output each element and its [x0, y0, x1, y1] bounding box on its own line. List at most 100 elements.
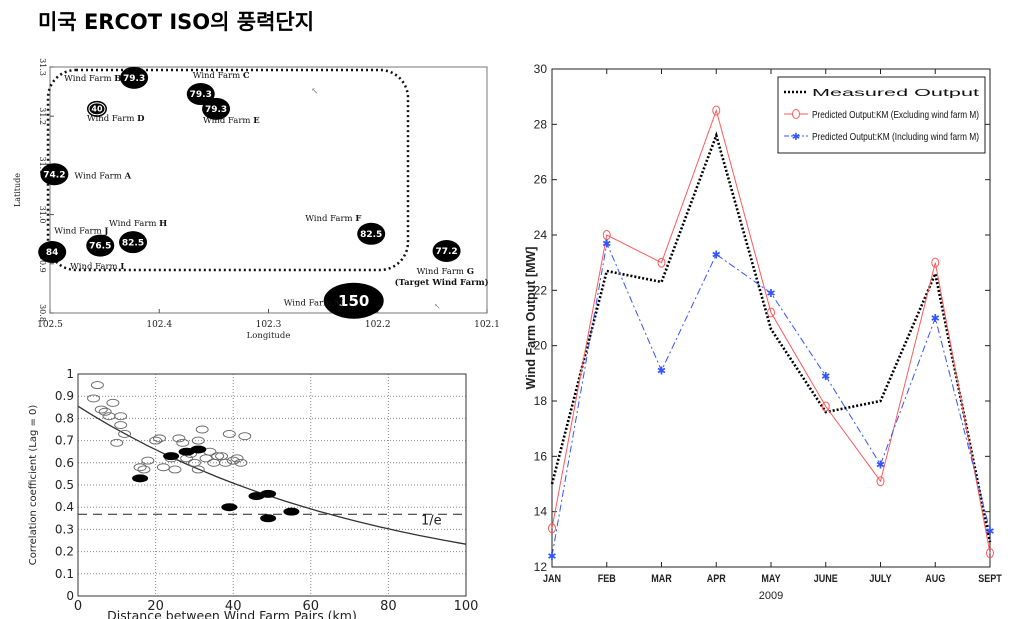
- wind-farm-capacity: 79.3: [205, 105, 227, 115]
- wind-farm-bubble: [120, 66, 149, 89]
- wind-farm-bubble: [119, 231, 148, 254]
- wind-farm-name: Wind Farm C: [193, 71, 250, 81]
- filled-point: [221, 503, 238, 512]
- y-tick-label: 18: [534, 394, 548, 408]
- open-point: [176, 438, 190, 447]
- series-marker-star: ✱: [766, 288, 775, 300]
- x-tick-label: JULY: [869, 573, 891, 585]
- y-axis-label: Wind Farm Output [MW]: [524, 247, 538, 390]
- legend-box: [777, 76, 986, 154]
- x-tick-label: MAR: [651, 573, 672, 585]
- wind-farm-bubble-ring: [88, 102, 106, 116]
- series-marker-circle: [657, 257, 666, 268]
- y-tick-label: 30: [534, 62, 548, 76]
- legend-entry: Predicted Output:KM (Excluding wind farm…: [812, 109, 979, 121]
- open-point: [114, 412, 128, 421]
- open-point: [238, 432, 252, 441]
- y-tick-label: 22: [534, 283, 548, 297]
- y-axis-label: Latitude: [13, 173, 22, 207]
- x-axis-label: Distance between Wind Farm Pairs (km): [107, 608, 357, 619]
- x-tick-label: 0: [74, 599, 82, 614]
- open-point: [94, 405, 108, 414]
- wind-farm-name: Wind Farm D: [87, 114, 145, 124]
- x-tick-label: AUG: [925, 573, 945, 585]
- open-point: [141, 456, 155, 465]
- wind-farm-marker: 77.2 Wind Farm G: [417, 240, 474, 277]
- wind-farm-capacity: 40: [91, 105, 103, 114]
- series-line: [550, 131, 992, 543]
- open-point: [199, 454, 213, 463]
- wind-farm-bubble: [86, 100, 107, 117]
- series-marker-star: ✱: [547, 551, 556, 563]
- wind-farm-bubble: [202, 97, 231, 120]
- series-marker-star: ✱: [821, 371, 830, 383]
- series-marker-circle: [986, 548, 994, 559]
- series-marker-circle: [767, 307, 775, 318]
- x-tick-label: APR: [707, 573, 727, 585]
- wind-farm-bubble: [186, 83, 215, 106]
- series-marker-circle: [712, 105, 721, 116]
- series-marker-star: ✱: [931, 313, 940, 325]
- open-point: [156, 463, 170, 472]
- y-tick-label: 0.5: [55, 478, 74, 492]
- x-tick-label: 40: [225, 599, 242, 614]
- filled-point: [283, 507, 300, 516]
- open-point: [102, 412, 116, 421]
- open-point: [230, 454, 244, 463]
- open-point: [211, 452, 225, 461]
- y-tick-label: 14: [534, 505, 548, 519]
- y-tick-label: 0.9: [55, 389, 74, 403]
- wind-farm-name: Wind Farm E: [203, 116, 260, 126]
- y-tick-label: 0.3: [55, 522, 74, 536]
- wind-farm-bubble: [86, 234, 115, 257]
- wind-farm-capacity: 77.2: [435, 247, 457, 257]
- open-point: [110, 438, 124, 447]
- wind-farm-capacity: 82.5: [360, 230, 382, 240]
- open-point: [226, 456, 240, 465]
- y-tick-label: 0.6: [55, 456, 74, 470]
- x-tick-label: 20: [147, 599, 164, 614]
- open-point: [133, 463, 147, 472]
- reference-line-label: 1/e: [421, 513, 442, 528]
- cursor-mark: ↖: [311, 87, 319, 97]
- x-tick-label: 102.3: [256, 320, 282, 330]
- y-tick-label: 0: [66, 589, 74, 603]
- open-point: [168, 465, 182, 474]
- y-tick-label: 30.9: [38, 255, 47, 273]
- wind-farm-name: Wind Farm G: [417, 267, 474, 277]
- x-tick-label: 102.5: [37, 320, 63, 330]
- y-tick-label: 31.0: [38, 206, 47, 224]
- wind-farm-capacity: 79.3: [123, 74, 145, 84]
- y-axis-label: Correlation coefficient (Lag = 0): [28, 405, 39, 566]
- page-title: 미국 ERCOT ISO의 풍력단지: [38, 10, 315, 34]
- open-point: [234, 458, 248, 467]
- open-point: [114, 421, 128, 430]
- series-marker-star: ✱: [602, 238, 611, 250]
- wind-farm-capacity: 84: [46, 248, 59, 258]
- wind-farm-name: Wind Farm F: [305, 214, 361, 224]
- wind-farm-capacity: 150: [338, 292, 369, 310]
- wind-farm-bubble: [323, 282, 384, 319]
- filled-point: [132, 474, 149, 483]
- series-marker-star: ✱: [657, 366, 666, 378]
- x-tick-label: SEPT: [978, 573, 1002, 585]
- wind-farm-marker: 84 Wind Farm I: [38, 240, 124, 272]
- x-tick-label: JUNE: [814, 573, 838, 585]
- wind-farm-capacity: 82.5: [122, 238, 144, 248]
- wind-farm-map-chart: 102.5 102.4 102.3 102.2 102.1 30.8 30.9 31.0 31.…: [13, 58, 500, 341]
- y-tick-label: 0.7: [55, 434, 74, 448]
- open-point: [90, 381, 104, 390]
- open-point: [87, 394, 100, 403]
- wind-farm-bubble: [357, 222, 386, 245]
- wind-farm-capacity: 74.2: [43, 170, 65, 180]
- wind-farm-name: Wind Farm J: [54, 227, 108, 237]
- wind-farm-name: Wind Farm I: [70, 262, 124, 272]
- plot-frame: [77, 373, 467, 597]
- open-point: [172, 434, 186, 443]
- y-tick-label: 28: [534, 117, 548, 131]
- y-tick-label: 26: [534, 173, 548, 187]
- open-point: [149, 436, 163, 445]
